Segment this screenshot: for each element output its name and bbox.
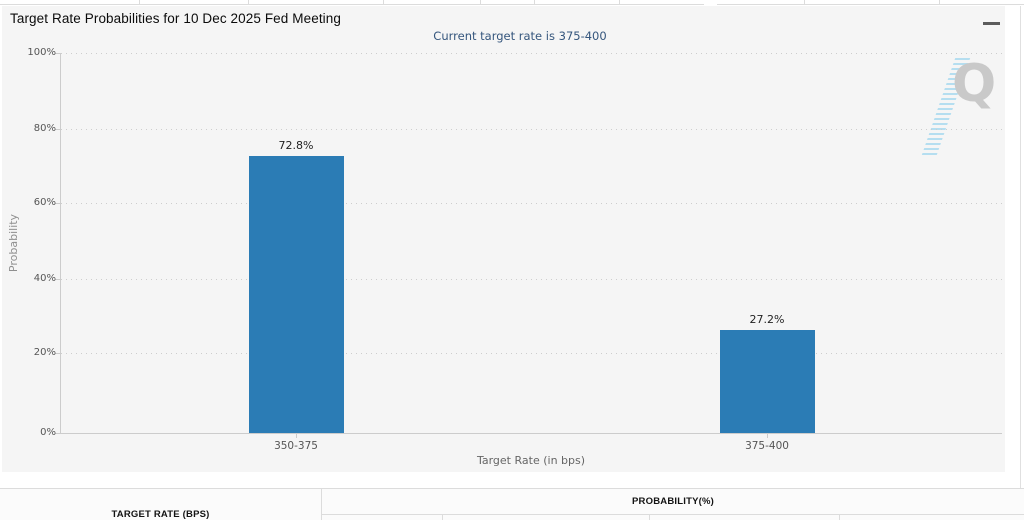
x-category-label: 350-375 <box>274 440 318 452</box>
top-cell-divider <box>619 0 620 5</box>
chart-subtitle: Current target rate is 375-400 <box>433 29 607 43</box>
y-tick <box>55 353 60 354</box>
bar-350-375[interactable] <box>249 156 344 433</box>
y-tick <box>55 203 60 204</box>
top-cell-divider <box>534 0 535 5</box>
y-tick-label: 100% <box>27 47 56 58</box>
y-tick <box>55 129 60 130</box>
gridline-20 <box>61 353 1002 354</box>
chart-panel <box>2 6 1005 472</box>
table-subheader-row <box>322 515 1024 520</box>
chart-title: Target Rate Probabilities for 10 Dec 202… <box>10 11 341 26</box>
plot-area <box>61 53 1002 433</box>
bar-375-400[interactable] <box>720 329 815 433</box>
top-cell-divider <box>248 0 249 5</box>
y-tick-label: 60% <box>33 197 56 208</box>
gridline-80 <box>61 129 1002 130</box>
probability-table: TARGET RATE (BPS) PROBABILITY(%) <box>0 488 1024 520</box>
y-tick <box>55 279 60 280</box>
y-tick <box>55 433 60 434</box>
target-rate-header-label: TARGET RATE (BPS) <box>111 508 210 520</box>
y-tick-label: 40% <box>33 273 56 284</box>
top-cell-divider <box>804 0 805 5</box>
clipped-table-row-above <box>0 0 1024 5</box>
y-axis-title: Probability <box>7 213 20 273</box>
panel-right-border <box>1020 6 1021 488</box>
hamburger-menu-icon[interactable] <box>983 14 1000 27</box>
table-header-probability: PROBABILITY(%) <box>322 489 1024 515</box>
y-tick-label: 20% <box>33 347 56 358</box>
table-cell-divider <box>649 515 650 520</box>
x-tick <box>767 434 768 438</box>
y-tick-label: 80% <box>33 123 56 134</box>
table-cell-divider <box>839 515 840 520</box>
bar-value-label: 72.8% <box>278 139 314 152</box>
y-axis-line <box>60 53 61 433</box>
table-header-target-rate: TARGET RATE (BPS) <box>0 489 322 520</box>
probability-header-label: PROBABILITY(%) <box>632 496 714 507</box>
x-axis-title: Target Rate (in bps) <box>476 454 586 467</box>
gridline-100 <box>61 53 1002 54</box>
x-category-label: 375-400 <box>745 440 789 452</box>
gridline-60 <box>61 203 1002 204</box>
table-cell-divider <box>442 515 443 520</box>
y-tick <box>55 53 60 54</box>
top-cell-divider <box>939 0 940 5</box>
top-table-gap <box>704 0 717 6</box>
watermark-q-logo: Q <box>952 54 997 114</box>
gridline-40 <box>61 279 1002 280</box>
bar-value-label: 27.2% <box>749 313 785 326</box>
top-cell-divider <box>480 0 481 5</box>
x-tick <box>296 434 297 438</box>
hamburger-bar <box>983 22 1000 25</box>
top-cell-divider <box>383 0 384 5</box>
y-tick-label: 0% <box>40 427 56 438</box>
x-axis-line <box>60 433 1002 434</box>
top-cell-divider <box>139 0 140 5</box>
